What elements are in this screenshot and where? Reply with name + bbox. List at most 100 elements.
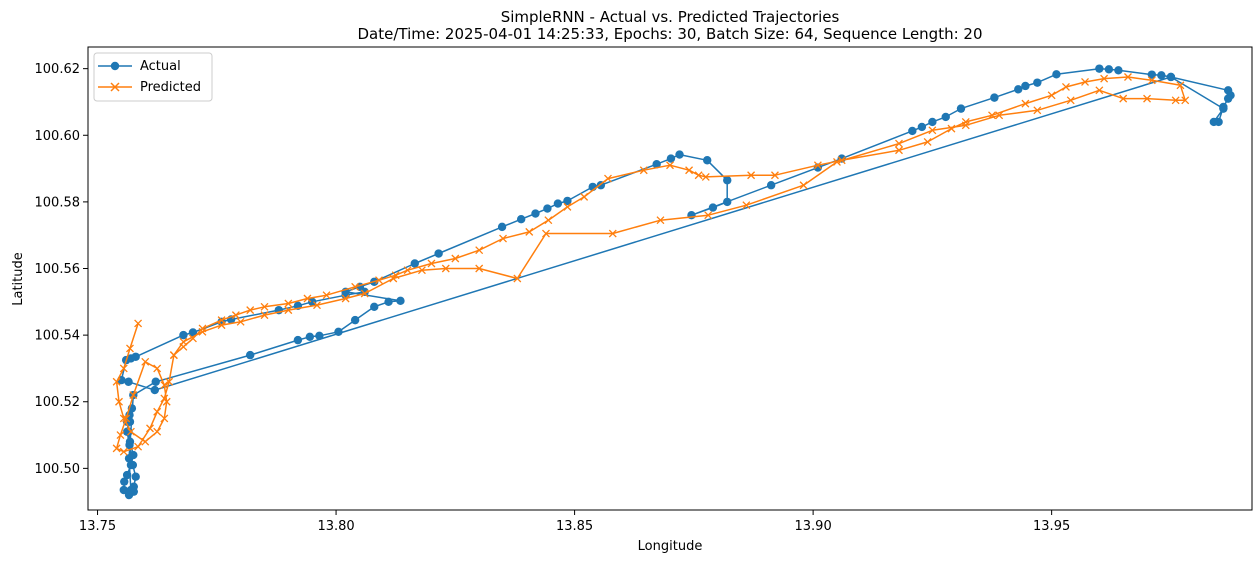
data-point-predicted — [1176, 81, 1185, 90]
data-point-predicted — [1181, 96, 1190, 105]
data-point-predicted — [119, 364, 128, 373]
data-point-actual — [1021, 81, 1030, 91]
data-point-predicted — [747, 171, 756, 180]
data-point-actual — [124, 454, 134, 463]
y-tick-label: 100.50 — [35, 462, 81, 477]
data-point-predicted — [313, 301, 321, 310]
data-point-actual — [305, 332, 315, 341]
data-point-predicted — [160, 414, 169, 423]
y-tick-label: 100.56 — [35, 262, 81, 277]
data-point-predicted — [799, 181, 808, 190]
data-point-predicted — [544, 216, 553, 225]
data-point-predicted — [115, 397, 123, 406]
data-point-predicted — [126, 427, 135, 436]
legend-box — [93, 52, 213, 102]
plot-frame — [87, 46, 1253, 511]
data-point-actual — [1052, 70, 1061, 79]
chart-title: SimpleRNN - Actual vs. Predicted Traject… — [501, 8, 840, 26]
data-point-actual — [1157, 71, 1166, 80]
data-point-predicted — [1033, 106, 1042, 115]
legend-predicted-marker — [110, 82, 120, 92]
data-point-actual — [1147, 70, 1157, 79]
data-point-actual — [308, 297, 317, 307]
y-tick-label: 100.52 — [35, 395, 81, 410]
data-point-actual — [334, 327, 343, 336]
data-point-predicted — [231, 311, 240, 320]
data-point-predicted — [162, 397, 171, 406]
chart-subtitle: Date/Time: 2025-04-01 14:25:33, Epochs: … — [358, 25, 983, 43]
data-point-predicted — [988, 111, 996, 120]
data-point-predicted — [122, 414, 131, 423]
data-point-actual — [151, 377, 160, 386]
data-point-predicted — [427, 259, 436, 268]
data-point-predicted — [1100, 74, 1109, 83]
data-point-predicted — [119, 414, 128, 423]
data-point-predicted — [169, 351, 178, 360]
legend-actual-marker — [110, 61, 120, 71]
data-point-predicted — [525, 227, 534, 236]
x-tick-label: 13.85 — [556, 519, 593, 534]
data-point-actual — [410, 259, 419, 268]
y-tick-label: 100.58 — [35, 195, 81, 210]
data-point-predicted — [236, 317, 245, 326]
data-point-actual — [917, 122, 927, 132]
data-point-actual — [723, 176, 732, 185]
data-point-predicted — [837, 156, 846, 165]
data-point-predicted — [441, 264, 450, 273]
data-point-predicted — [833, 157, 841, 166]
data-point-predicted — [116, 431, 125, 440]
data-point-predicted — [770, 171, 779, 180]
data-point-predicted — [160, 394, 169, 403]
y-tick-label: 100.60 — [35, 129, 81, 144]
data-point-predicted — [895, 146, 903, 155]
data-point-predicted — [1047, 91, 1056, 100]
data-point-actual — [1033, 78, 1042, 87]
data-point-predicted — [608, 229, 617, 238]
data-point-predicted — [112, 444, 121, 453]
series-line-actual — [120, 67, 1232, 496]
data-point-predicted — [513, 274, 522, 283]
data-point-predicted — [563, 202, 572, 211]
data-point-actual — [543, 204, 552, 213]
data-point-predicted — [1171, 96, 1180, 105]
data-point-predicted — [639, 166, 648, 175]
series-layer — [112, 64, 1235, 500]
data-point-actual — [516, 215, 526, 224]
data-point-actual — [956, 104, 966, 113]
data-point-actual — [941, 112, 950, 122]
data-point-predicted — [451, 254, 460, 263]
data-point-predicted — [284, 306, 293, 315]
data-point-predicted — [284, 299, 293, 308]
data-point-actual — [1166, 72, 1176, 82]
data-point-predicted — [160, 381, 169, 390]
data-point-predicted — [153, 364, 162, 373]
data-point-actual — [766, 181, 776, 190]
data-point-predicted — [351, 282, 360, 291]
data-point-actual — [350, 315, 360, 325]
data-point-predicted — [146, 424, 154, 433]
data-point-actual — [188, 328, 198, 337]
data-point-actual — [120, 477, 129, 486]
data-point-predicted — [961, 121, 970, 130]
data-point-predicted — [604, 174, 612, 183]
data-point-predicted — [217, 321, 226, 330]
x-tick-label: 13.80 — [317, 519, 354, 534]
data-point-predicted — [895, 139, 903, 148]
legend: Actual Predicted — [93, 52, 213, 102]
data-point-actual — [1209, 117, 1219, 127]
data-point-predicted — [742, 201, 751, 210]
data-point-predicted — [188, 334, 197, 343]
x-axis: 13.75 13.80 13.85 13.90 13.95 — [79, 510, 1070, 534]
data-point-predicted — [1066, 96, 1075, 105]
data-point-actual — [245, 350, 255, 360]
data-point-predicted — [656, 216, 665, 225]
data-point-predicted — [141, 437, 150, 446]
data-point-predicted — [694, 171, 703, 180]
data-point-predicted — [1119, 94, 1128, 103]
data-point-actual — [122, 470, 132, 480]
data-point-predicted — [126, 344, 134, 353]
data-point-predicted — [134, 442, 143, 451]
data-point-predicted — [112, 377, 121, 386]
data-point-actual — [119, 485, 128, 495]
data-point-predicted — [322, 291, 331, 300]
